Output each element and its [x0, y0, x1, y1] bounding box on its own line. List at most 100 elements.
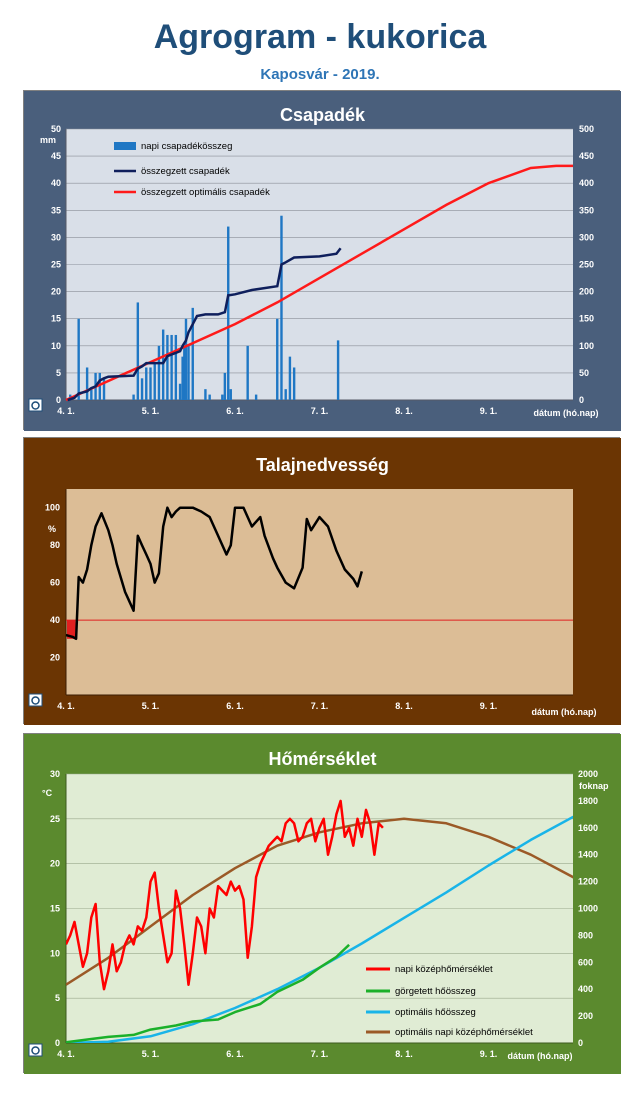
precip-daily-bar: [187, 345, 190, 400]
y-tick-label: 15: [50, 904, 60, 914]
chart-title: Talajnedvesség: [256, 455, 389, 475]
precip-daily-bar: [280, 215, 283, 400]
precip-daily-bar: [336, 340, 340, 400]
legend-label: napi csapadékösszeg: [141, 141, 232, 152]
y-tick-label: 5: [56, 368, 61, 378]
x-tick-label: 7. 1.: [311, 406, 329, 416]
precip-daily-bar: [221, 394, 224, 400]
x-axis-label: dátum (hó.nap): [532, 707, 597, 717]
y-tick-label: 5: [55, 993, 60, 1003]
soil-moisture-chart: Talajnedvesség 20 40 60 80 100% 4. 1. 5. 1. 6. 1…: [24, 438, 621, 725]
y-tick-label: 10: [50, 948, 60, 958]
x-axis-label: dátum (hó.nap): [508, 1051, 573, 1061]
x-tick-label: 4. 1.: [57, 1049, 75, 1059]
soil-moisture-chart-panel: Talajnedvesség 20 40 60 80 100% 4. 1. 5. 1. 6. 1…: [23, 437, 621, 725]
y-tick-label: 20: [50, 859, 60, 869]
precip-daily-bar: [254, 394, 258, 400]
chart-title: Csapadék: [280, 105, 366, 125]
legend-label: napi középhőmérséklet: [395, 964, 493, 975]
y2-tick-label: 100: [579, 341, 594, 351]
x-tick-label: 4. 1.: [57, 406, 75, 416]
y2-tick-label: 600: [578, 957, 593, 967]
precip-daily-bar: [166, 334, 169, 400]
y2-tick-label: 300: [579, 232, 594, 242]
rolling-heat-sum-line: [66, 943, 350, 1043]
legend-label: görgetett hőösszeg: [395, 986, 476, 997]
x-tick-label: 6. 1.: [226, 1049, 244, 1059]
x-tick-label: 9. 1.: [480, 701, 498, 711]
precip-daily-bar: [183, 345, 186, 400]
precip-daily-bar: [161, 329, 165, 400]
chart-title: Hőmérséklet: [268, 749, 376, 769]
y2-tick-label: 200: [578, 1011, 593, 1021]
precip-daily-bar: [170, 334, 173, 400]
x-tick-label: 5. 1.: [142, 701, 160, 711]
y-tick-label: 45: [51, 151, 61, 161]
y2-tick-label: 1800: [578, 796, 598, 806]
y2-tick-label: 2000: [578, 769, 598, 779]
precip-cumulative-line: [67, 247, 342, 402]
y-tick-label: 15: [51, 314, 61, 324]
y-tick-label: 30: [50, 769, 60, 779]
y-tick-label: 30: [51, 232, 61, 242]
x-tick-label: 5. 1.: [142, 406, 160, 416]
optimal-heat-sum-line: [66, 815, 573, 1043]
precip-daily-bar: [181, 356, 184, 400]
precip-optimal-cumulative-line: [65, 164, 573, 402]
plot-area: [66, 489, 573, 695]
y2-tick-label: 250: [579, 260, 594, 270]
legend-label: összegzett optimális csapadék: [141, 187, 270, 198]
y2-tick-label: 350: [579, 205, 594, 215]
legend-label: összegzett csapadék: [141, 166, 230, 177]
precip-daily-bar: [102, 378, 106, 400]
precip-daily-bar: [174, 334, 178, 400]
legend-label: optimális hőösszeg: [395, 1007, 476, 1018]
x-tick-label: 8. 1.: [395, 701, 413, 711]
x-tick-label: 6. 1.: [226, 406, 244, 416]
y-tick-label: 80: [50, 540, 60, 550]
y-tick-label: 100: [45, 503, 60, 513]
y-axis-label: mm: [40, 135, 56, 145]
precip-daily-bar: [288, 356, 292, 400]
precip-daily-bar: [276, 318, 279, 400]
temperature-chart-panel: Hőmérséklet 0 5 10 15 20 25 30 0 200 400 600 800 1000…: [23, 733, 621, 1074]
y2-tick-label: 800: [578, 930, 593, 940]
precip-daily-bar: [90, 389, 93, 400]
precip-daily-bar: [229, 389, 232, 400]
y-tick-label: 20: [50, 653, 60, 663]
x-axis-label: dátum (hó.nap): [534, 408, 599, 418]
precip-daily-bar: [132, 394, 135, 400]
page-subtitle: Kaposvár - 2019.: [260, 66, 380, 83]
precip-daily-bar: [140, 378, 144, 400]
x-tick-label: 5. 1.: [142, 1049, 160, 1059]
precip-daily-bar: [153, 362, 156, 400]
y-tick-label: 35: [51, 205, 61, 215]
precip-daily-bar: [77, 318, 80, 400]
x-tick-label: 9. 1.: [480, 406, 498, 416]
omsz-logo-mark: [31, 696, 40, 705]
y2-tick-label: 400: [579, 178, 594, 188]
y-tick-label: 20: [51, 287, 61, 297]
precip-daily-bar: [208, 394, 211, 400]
y2-tick-label: 1200: [578, 877, 598, 887]
precip-daily-bar: [145, 367, 148, 400]
temperature-chart: Hőmérséklet 0 5 10 15 20 25 30 0 200 400 600 800 1000…: [24, 734, 621, 1074]
x-tick-label: 4. 1.: [57, 701, 75, 711]
precip-daily-bar: [204, 389, 207, 400]
y2-tick-label: 1400: [578, 850, 598, 860]
precip-daily-bar: [184, 318, 188, 400]
legend-label: optimális napi középhőmérséklet: [395, 1027, 533, 1038]
y2-tick-label: 1600: [578, 823, 598, 833]
precipitation-chart-panel: Csapadék 0 5 10 15 20 25 30 35 40 45 50 0 50 100 150 200…: [23, 90, 621, 431]
y-tick-label: 0: [55, 1038, 60, 1048]
precip-daily-bar: [136, 302, 140, 400]
omsz-logo-mark: [31, 1046, 40, 1055]
precip-daily-bar: [85, 367, 89, 400]
y2-tick-label: 500: [579, 124, 594, 134]
omsz-logo-icon: [28, 398, 43, 412]
omsz-logo-icon: [28, 693, 43, 707]
x-tick-label: 7. 1.: [311, 1049, 329, 1059]
y2-tick-label: 400: [578, 984, 593, 994]
y2-tick-label: 50: [579, 368, 589, 378]
precip-daily-bar: [246, 345, 249, 400]
